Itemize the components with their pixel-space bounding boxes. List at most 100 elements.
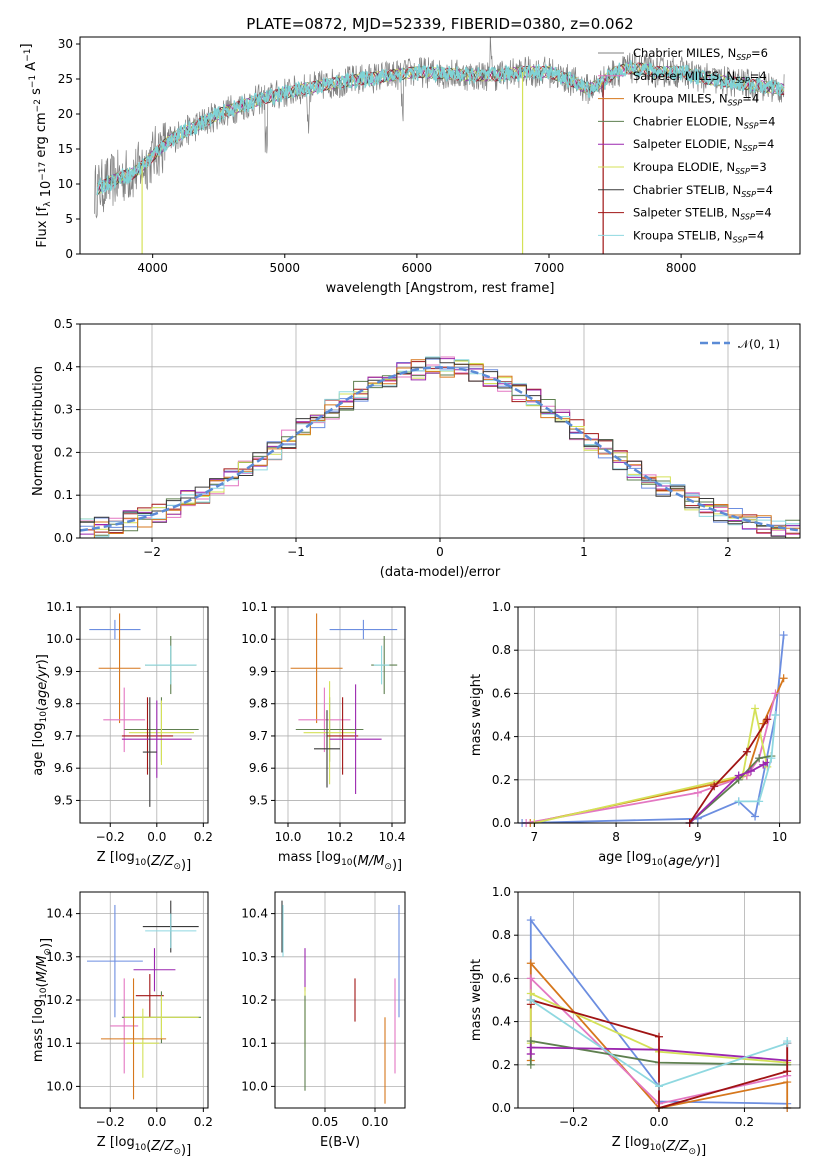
x-axis-label: wavelength [Angstrom, rest frame] bbox=[326, 281, 555, 296]
weight-line bbox=[688, 718, 769, 824]
error-bar-point bbox=[103, 687, 146, 753]
weight-marker bbox=[742, 747, 751, 756]
residual-histogram bbox=[80, 356, 800, 538]
legend-entry: Kroupa ELODIE, NSSP=3 bbox=[633, 160, 767, 176]
y-tick-label: 0.0 bbox=[492, 1101, 511, 1115]
y-axis-label: Flux [fλ 10−17 erg cm−2 s−1 A−1] bbox=[19, 43, 54, 247]
error-bar-point bbox=[135, 974, 164, 1018]
error-bar-point bbox=[327, 697, 359, 775]
error-bar-point bbox=[329, 619, 398, 640]
x-axis-label: (data-model)/error bbox=[380, 565, 501, 580]
weight-line bbox=[534, 708, 769, 824]
age-vs-mass-panel: 10.0 10.2 10.4 9.5 9.6 9.7 9.8 9.9 10.0 10.1 mass … bbox=[241, 600, 406, 873]
x-tick-label: 2 bbox=[724, 545, 732, 559]
weight-marker bbox=[783, 1037, 792, 1046]
y-tick-label: 9.8 bbox=[249, 697, 268, 711]
y-tick-label: 0.6 bbox=[492, 686, 511, 700]
x-tick-label: 0.0 bbox=[649, 1115, 668, 1129]
weight-marker bbox=[526, 1043, 535, 1052]
y-tick-label: 0.8 bbox=[492, 643, 511, 657]
y-tick-label: 0.4 bbox=[54, 360, 73, 374]
y-tick-label: 10.0 bbox=[46, 632, 73, 646]
weight-marker bbox=[779, 674, 788, 683]
residuals-panel: −2 −1 0 1 2 0.0 0.1 0.2 0.3 0.4 0.5 (data-model)/er… bbox=[31, 317, 801, 580]
weight-marker bbox=[526, 974, 535, 983]
y-tick-label: 9.5 bbox=[249, 793, 268, 807]
weight-marker bbox=[526, 959, 535, 968]
y-tick-label: 9.6 bbox=[249, 761, 268, 775]
legend-entry: 𝒩(0, 1) bbox=[738, 337, 780, 351]
x-tick-label: 10.2 bbox=[327, 830, 354, 844]
residual-histogram bbox=[80, 357, 800, 539]
y-axis-label: age [log10(age/yr)] bbox=[31, 654, 50, 776]
weight-marker bbox=[783, 1067, 792, 1076]
error-bar-point bbox=[100, 978, 167, 1100]
legend-entry: Chabrier STELIB, NSSP=4 bbox=[633, 183, 773, 199]
y-tick-label: 0.1 bbox=[54, 488, 73, 502]
weight-marker bbox=[755, 797, 764, 806]
y-tick-label: 9.7 bbox=[54, 729, 73, 743]
y-tick-label: 10.1 bbox=[241, 1036, 268, 1050]
weight-marker bbox=[693, 788, 702, 797]
y-tick-label: 15 bbox=[58, 142, 73, 156]
legend-entry: Kroupa MILES, NSSP=4 bbox=[633, 92, 759, 108]
error-bar-point bbox=[86, 904, 143, 1018]
x-tick-label: 7000 bbox=[534, 261, 565, 275]
weight-marker bbox=[655, 1082, 663, 1091]
error-bar-point bbox=[303, 681, 356, 785]
error-bar-point bbox=[124, 995, 199, 1039]
x-tick-label: 0.0 bbox=[147, 830, 166, 844]
weight-line bbox=[529, 992, 788, 1064]
y-tick-label: 10.4 bbox=[46, 907, 73, 921]
y-tick-label: 9.7 bbox=[249, 729, 268, 743]
mass-vs-Z-panel: −0.2 0.0 0.2 10.0 10.1 10.2 10.3 10.4 Z [log10(Z… bbox=[31, 891, 213, 1158]
weight-marker bbox=[759, 760, 768, 769]
spectrum-panel: 4000 5000 6000 7000 8000 0 5 10 15 20 25 30 waveleng… bbox=[19, 15, 801, 296]
y-tick-label: 10.0 bbox=[241, 632, 268, 646]
x-tick-label: 0 bbox=[436, 545, 444, 559]
weight-line bbox=[522, 635, 785, 824]
error-bar-point bbox=[314, 710, 340, 788]
x-tick-label: 4000 bbox=[137, 261, 168, 275]
x-tick-label: 0.2 bbox=[194, 830, 213, 844]
y-axis-label: mass weight bbox=[469, 959, 484, 1041]
x-axis-label: Z [log10(Z/Z⊙)] bbox=[97, 1135, 191, 1158]
legend-entry: Salpeter STELIB, NSSP=4 bbox=[633, 206, 772, 222]
error-bar-point bbox=[126, 1008, 160, 1078]
weight-marker bbox=[771, 711, 780, 719]
error-bar-point bbox=[298, 687, 351, 753]
legend-entry: Chabrier MILES, NSSP=6 bbox=[633, 46, 768, 62]
error-bar-point bbox=[98, 613, 141, 724]
x-axis-label: Z [log10(Z/Z⊙)] bbox=[612, 1135, 706, 1158]
y-tick-label: 9.9 bbox=[249, 664, 268, 678]
y-tick-label: 0.2 bbox=[492, 1058, 511, 1072]
x-tick-label: −2 bbox=[143, 545, 161, 559]
x-tick-label: 8 bbox=[612, 830, 620, 844]
y-tick-label: 9.9 bbox=[54, 664, 73, 678]
weight-marker bbox=[526, 916, 535, 925]
y-tick-label: 25 bbox=[58, 72, 73, 86]
x-axis-label: age [log10(age/yr)] bbox=[598, 850, 720, 869]
error-bar-point bbox=[128, 700, 195, 765]
x-axis-label: Z [log10(Z/Z⊙)] bbox=[97, 850, 191, 873]
weight-marker bbox=[526, 1060, 535, 1069]
legend-entry: Kroupa STELIB, NSSP=4 bbox=[633, 228, 764, 244]
error-bar-point bbox=[89, 619, 141, 640]
y-tick-label: 5 bbox=[65, 212, 73, 226]
error-bar-point bbox=[133, 948, 176, 992]
y-tick-label: 10.0 bbox=[46, 1079, 73, 1093]
error-bar-point bbox=[121, 700, 192, 778]
y-axis-label: Normed distribution bbox=[31, 366, 46, 496]
weight-vs-age-panel: 7 8 9 10 0.0 0.2 0.4 0.6 0.8 1.0 age [log10(age/yr… bbox=[469, 600, 801, 869]
weight-line bbox=[738, 714, 777, 803]
weight-marker bbox=[734, 771, 743, 780]
y-tick-label: 10.2 bbox=[241, 993, 268, 1007]
x-tick-label: −1 bbox=[287, 545, 305, 559]
y-tick-label: 10.3 bbox=[46, 950, 73, 964]
y-tick-label: 10.2 bbox=[46, 993, 73, 1007]
x-tick-label: 10.4 bbox=[379, 830, 406, 844]
weight-series bbox=[530, 704, 772, 827]
legend-entry: Salpeter MILES, NSSP=4 bbox=[633, 69, 767, 85]
weight-vs-Z-panel: −0.2 0.0 0.2 0.0 0.2 0.4 0.6 0.8 1.0 Z [log10(Z/Z… bbox=[469, 885, 801, 1158]
